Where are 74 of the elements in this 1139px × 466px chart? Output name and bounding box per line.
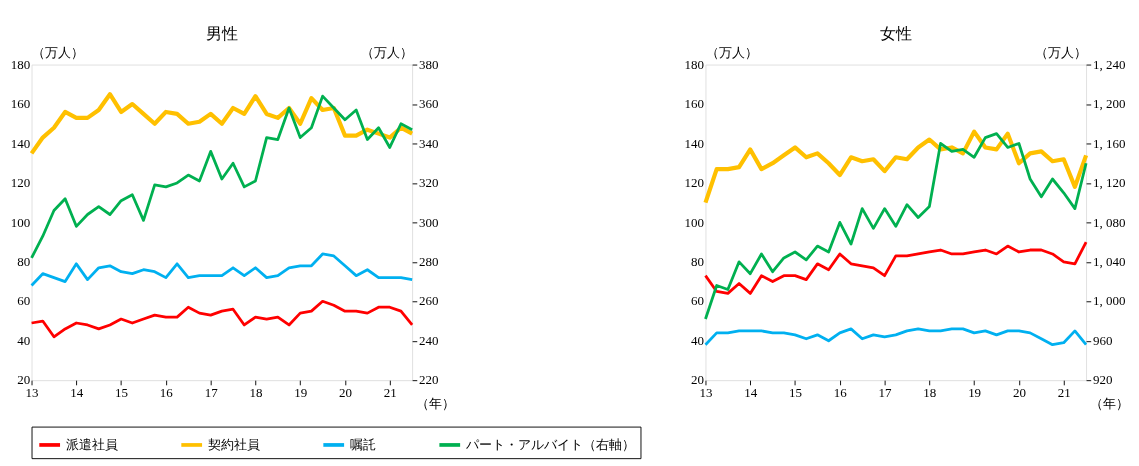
y-tick-label: 80 [691, 254, 705, 270]
x-tick-label: 18 [249, 385, 263, 401]
y2-tick-label: 960 [1093, 332, 1113, 348]
y-tick-label: 160 [10, 96, 31, 112]
y-tick-label: 140 [10, 135, 31, 151]
y2-tick-label: 220 [419, 372, 439, 388]
y2-tick-label: 360 [419, 96, 439, 112]
y2-tick-label: 1, 080 [1093, 214, 1126, 230]
line-series [703, 129, 1089, 205]
y2-tick-label: 380 [419, 56, 439, 72]
x-tick-label: 20 [1012, 385, 1026, 401]
y-tick-label: 120 [684, 175, 705, 191]
x-tick-label: 19 [294, 385, 308, 401]
y-tick-label: 20 [691, 372, 705, 388]
x-tick-label: 21 [1057, 385, 1071, 401]
y-tick-label: 140 [684, 135, 705, 151]
y2-tick-label: 1, 040 [1093, 254, 1126, 270]
x-tick-label: 15 [789, 385, 802, 401]
legend-label: 嘱託 [349, 436, 376, 452]
chart-title: 女性 [879, 24, 912, 42]
line-series [704, 132, 1088, 321]
y2-tick-label: 1, 240 [1093, 56, 1126, 72]
legend-label: 派遣社員 [65, 436, 118, 452]
line-series [704, 327, 1088, 347]
x-tick-label: 14 [70, 385, 84, 401]
y-tick-label: 120 [10, 175, 31, 191]
y-tick-label: 160 [684, 96, 705, 112]
y2-tick-label: 1, 120 [1093, 175, 1126, 191]
y-tick-label: 180 [684, 56, 705, 72]
line-series [29, 92, 415, 156]
x-tick-label: 13 [699, 385, 713, 401]
y-tick-label: 80 [17, 254, 31, 270]
y2-tick-label: 920 [1093, 372, 1113, 388]
y2-tick-label: 340 [419, 135, 439, 151]
y-tick-label: 60 [691, 293, 705, 309]
line-series [30, 252, 414, 287]
x-axis-title: （年） [1090, 395, 1130, 411]
y2-axis-title: （万人） [360, 44, 413, 60]
legend-label: パート・アルバイト（右軸） [465, 436, 635, 452]
y-tick-label: 60 [17, 293, 31, 309]
y2-tick-label: 1, 000 [1093, 293, 1126, 309]
y-tick-label: 100 [684, 214, 705, 230]
x-tick-label: 17 [204, 385, 219, 401]
x-tick-label: 21 [383, 385, 397, 401]
y-tick-label: 40 [691, 332, 705, 348]
x-tick-label: 20 [338, 385, 352, 401]
x-tick-label: 16 [159, 385, 174, 401]
x-tick-label: 19 [968, 385, 982, 401]
x-tick-label: 14 [744, 385, 758, 401]
y-tick-label: 40 [17, 332, 31, 348]
chart-title: 男性 [205, 24, 238, 42]
y2-tick-label: 280 [419, 254, 439, 270]
x-tick-label: 16 [833, 385, 848, 401]
y2-tick-label: 240 [419, 332, 439, 348]
line-series [30, 299, 414, 339]
x-tick-label: 17 [878, 385, 893, 401]
x-tick-label: 15 [115, 385, 129, 401]
line-series [30, 94, 414, 260]
y2-axis-title: （万人） [1034, 44, 1087, 60]
y2-tick-label: 260 [419, 293, 439, 309]
x-tick-label: 13 [25, 385, 39, 401]
line-series [704, 240, 1088, 295]
legend-label: 契約社員 [207, 436, 260, 452]
y2-tick-label: 320 [419, 175, 439, 191]
y-tick-label: 100 [10, 214, 31, 230]
y-axis-title: （万人） [32, 44, 85, 60]
y2-tick-label: 1, 160 [1093, 135, 1126, 151]
y-tick-label: 180 [10, 56, 31, 72]
y-axis-title: （万人） [705, 44, 758, 60]
x-tick-label: 18 [923, 385, 937, 401]
x-axis-title: （年） [416, 395, 456, 411]
y2-tick-label: 1, 200 [1093, 96, 1126, 112]
y-tick-label: 20 [17, 372, 31, 388]
y2-tick-label: 300 [419, 214, 439, 230]
